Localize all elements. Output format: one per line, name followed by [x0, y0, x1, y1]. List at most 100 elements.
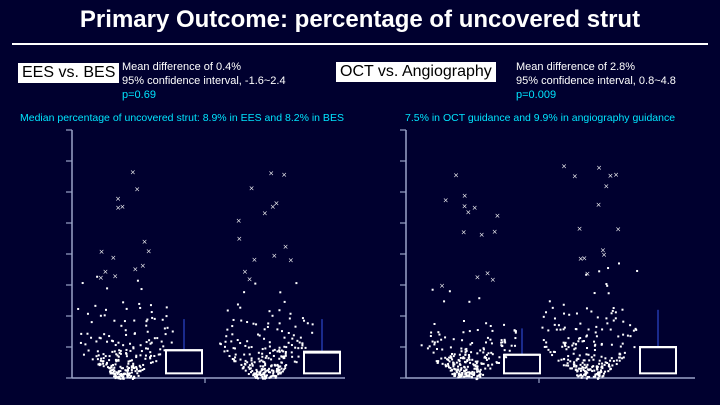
left-data-point: [129, 359, 132, 362]
left-data-point: [278, 322, 281, 325]
left-data-point: [106, 287, 109, 290]
left-data-point: [301, 342, 304, 345]
right-data-point: [514, 337, 517, 340]
right-data-point: [588, 375, 591, 378]
right-data-point: [513, 329, 516, 332]
left-data-point: [118, 373, 121, 376]
right-data-point: [447, 358, 450, 361]
left-data-point: [291, 355, 294, 358]
left-data-point: [159, 353, 162, 356]
right-data-point: [541, 326, 544, 329]
right-data-point: [572, 342, 575, 345]
left-data-point: [127, 360, 130, 363]
left-outlier-point: ×: [268, 169, 274, 177]
left-data-point: [146, 318, 149, 321]
left-data-point: [295, 361, 298, 364]
right-data-point: [468, 355, 471, 358]
left-data-point: [261, 375, 264, 378]
right-data-point: [573, 361, 576, 364]
left-data-point: [149, 357, 152, 360]
right-data-point: [452, 355, 455, 358]
right-data-point: [455, 370, 458, 373]
left-data-point: [103, 314, 106, 317]
left-data-point: [125, 307, 128, 310]
right-data-point: [464, 353, 467, 356]
right-data-point: [447, 363, 450, 366]
right-data-point: [545, 341, 548, 344]
left-data-point: [254, 282, 257, 285]
left-data-point: [268, 310, 271, 313]
left-data-point: [125, 352, 128, 355]
right-data-point: [476, 375, 479, 378]
right-data-point: [560, 358, 563, 361]
right-data-point: [484, 355, 487, 358]
left-data-point: [255, 375, 258, 378]
left-data-point: [252, 373, 255, 376]
left-data-point: [96, 358, 99, 361]
right-data-point: [461, 339, 464, 342]
right-data-point: [572, 365, 575, 368]
left-data-point: [233, 360, 236, 363]
right-data-point: [583, 363, 586, 366]
left-data-point: [99, 337, 102, 340]
right-data-point: [433, 341, 436, 344]
right-data-point: [595, 325, 598, 328]
right-data-point: [567, 346, 570, 349]
left-outlier-point: ×: [236, 217, 242, 225]
right-data-point: [468, 371, 471, 374]
right-data-point: [496, 361, 499, 364]
left-data-point: [99, 359, 102, 362]
left-data-point: [120, 324, 123, 327]
right-data-point: [610, 357, 613, 360]
right-data-point: [604, 370, 607, 373]
right-data-point: [590, 356, 593, 359]
left-data-point: [90, 336, 93, 339]
right-data-point: [598, 362, 601, 365]
left-outlier-point: ×: [99, 248, 105, 256]
right-data-point: [577, 375, 580, 378]
left-data-point: [149, 351, 152, 354]
left-data-point: [135, 366, 138, 369]
left-data-point: [132, 362, 135, 365]
right-data-point: [471, 342, 474, 345]
left-data-point: [269, 375, 272, 378]
right-data-point: [609, 367, 612, 370]
left-data-point: [311, 323, 314, 326]
right-data-point: [482, 347, 485, 350]
right-data-point: [614, 317, 617, 320]
right-data-point: [444, 363, 447, 366]
right-data-point: [479, 368, 482, 371]
left-data-point: [114, 377, 117, 380]
right-data-point: [482, 362, 485, 365]
right-data-point: [462, 331, 465, 334]
right-data-point: [598, 270, 601, 273]
left-data-point: [146, 347, 149, 350]
right-outlier-point: ×: [577, 225, 583, 233]
right-data-point: [594, 373, 597, 376]
right-data-point: [457, 374, 460, 377]
left-data-point: [301, 317, 304, 320]
left-data-point: [265, 355, 268, 358]
right-data-point: [457, 376, 460, 379]
right-outlier-point: ×: [495, 212, 501, 220]
right-data-point: [610, 343, 613, 346]
left-data-point: [122, 373, 125, 376]
left-data-point: [264, 370, 267, 373]
right-data-point: [563, 312, 566, 315]
right-data-point: [433, 343, 436, 346]
left-data-point: [130, 366, 133, 369]
left-data-point: [272, 372, 275, 375]
right-data-point: [475, 362, 478, 365]
right-data-point: [447, 366, 450, 369]
left-data-point: [277, 373, 280, 376]
right-data-point: [598, 375, 601, 378]
right-panel-stats: Mean difference of 2.8% 95% confidence i…: [516, 60, 676, 102]
left-data-point: [259, 370, 262, 373]
right-data-point: [468, 330, 471, 333]
right-data-point: [607, 370, 610, 373]
left-data-point: [117, 370, 120, 373]
right-data-point: [596, 365, 599, 368]
right-data-point: [597, 377, 600, 380]
left-data-point: [96, 275, 99, 278]
